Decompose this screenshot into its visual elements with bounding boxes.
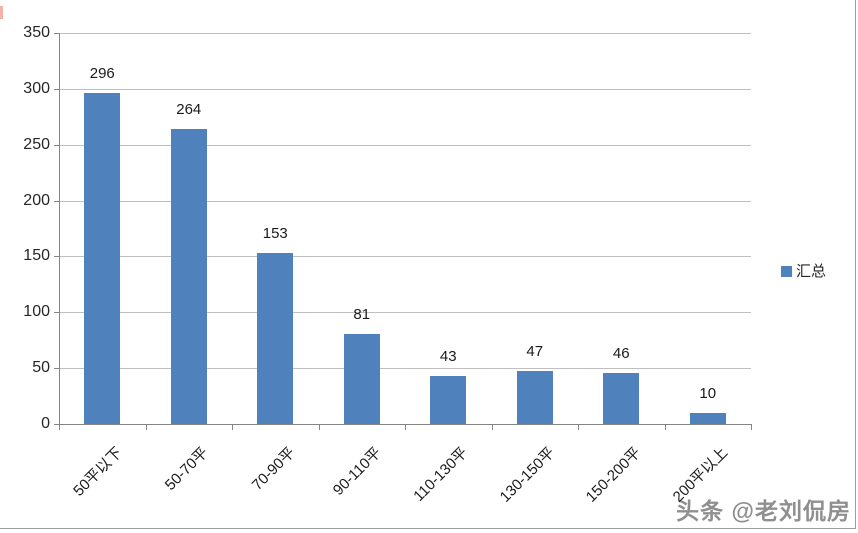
x-axis-tick <box>578 425 579 430</box>
y-axis-tick-label: 200 <box>23 191 50 209</box>
x-axis-tick <box>318 425 320 430</box>
bar-value-label: 43 <box>439 347 457 365</box>
y-axis-tick-label: 300 <box>23 79 50 97</box>
gridline-200 <box>59 200 751 202</box>
bar-value-label: 81 <box>353 305 371 323</box>
gridline-350 <box>59 33 751 34</box>
y-axis-tick-label: 100 <box>23 303 50 321</box>
y-axis-tick-label: 350 <box>23 24 50 41</box>
bar-90-110平 <box>343 333 380 424</box>
x-axis-tick <box>59 425 60 430</box>
y-axis-tick <box>54 88 59 90</box>
x-axis-tick <box>664 425 666 430</box>
bar-110-130平 <box>430 375 467 424</box>
x-axis-tick <box>405 425 406 430</box>
watermark: 头条 @老刘侃房 <box>676 498 851 524</box>
y-axis-tick <box>54 368 59 370</box>
bar-value-label: 264 <box>176 101 202 119</box>
legend-swatch <box>781 266 792 277</box>
gridline-150 <box>59 256 751 258</box>
y-axis-tick <box>54 200 59 202</box>
bar-value-label: 10 <box>699 384 717 402</box>
legend: 汇总 <box>781 264 826 279</box>
gridline-300 <box>59 88 751 90</box>
gridline-50 <box>59 368 751 370</box>
x-axis-tick <box>145 425 147 430</box>
bar-value-label: 153 <box>262 225 288 243</box>
y-axis-tick-label: 0 <box>41 415 50 432</box>
bar-50平以下 <box>84 93 121 424</box>
legend-label: 汇总 <box>796 263 827 280</box>
bar-value-label: 47 <box>526 343 544 361</box>
left-edge-red-artifact <box>0 6 3 19</box>
y-axis-tick <box>54 33 59 34</box>
bar-value-label: 296 <box>89 65 115 83</box>
y-axis-tick <box>54 312 59 314</box>
x-axis-tick <box>232 425 233 430</box>
bar-70-90平 <box>257 253 294 424</box>
plot-area <box>59 33 751 424</box>
x-axis-line <box>54 424 752 425</box>
bar-130-150平 <box>516 371 553 424</box>
bar-value-label: 46 <box>612 344 630 362</box>
gridline-250 <box>59 144 751 146</box>
y-axis-line <box>59 33 60 425</box>
x-axis-tick <box>491 425 493 430</box>
bar-150-200平 <box>603 372 640 424</box>
gridline-100 <box>59 312 751 314</box>
bar-200平以上 <box>689 412 726 424</box>
y-axis-tick <box>54 256 59 258</box>
y-axis-tick-label: 250 <box>23 135 50 153</box>
x-axis-tick <box>751 425 752 430</box>
y-axis-tick <box>54 424 59 425</box>
y-axis-tick <box>54 144 59 146</box>
y-axis-tick-label: 150 <box>23 247 50 265</box>
bar-50-70平 <box>170 129 207 424</box>
y-axis-tick-label: 50 <box>32 359 50 377</box>
